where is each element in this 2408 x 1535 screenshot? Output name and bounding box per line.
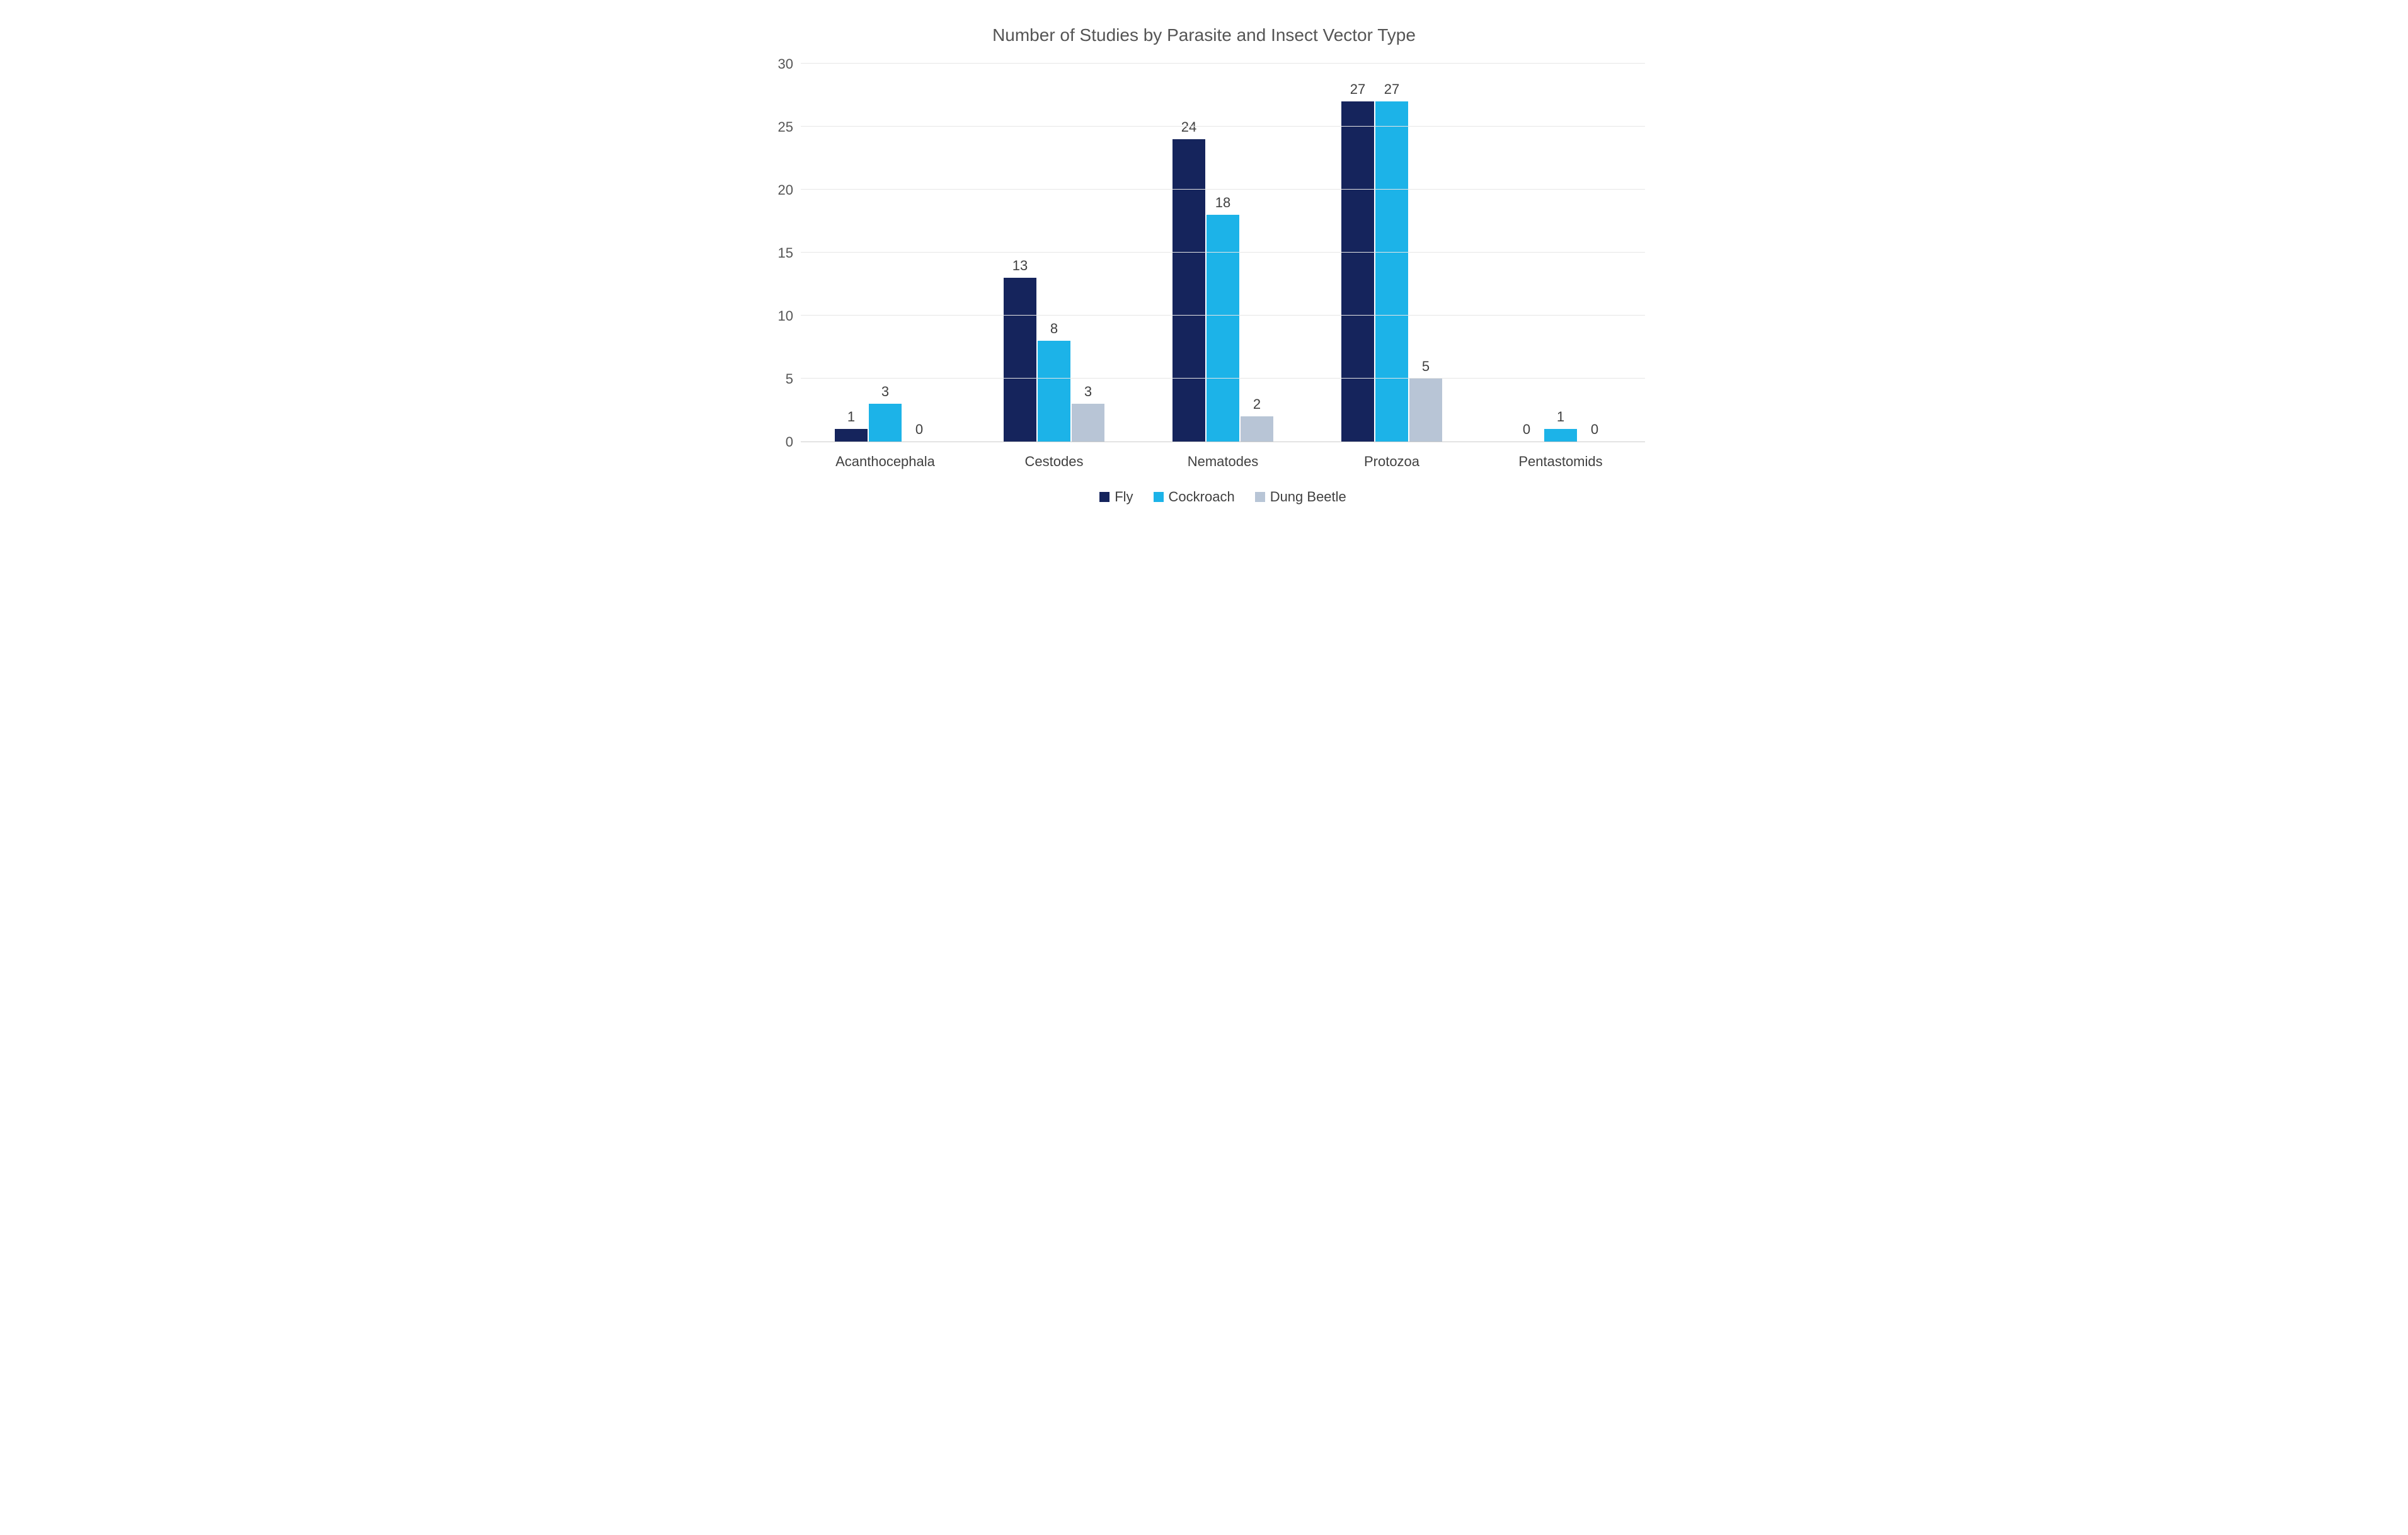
bar-value-label: 24 [1181, 119, 1196, 135]
bar: 3 [869, 404, 902, 442]
bar-group: 24182 [1172, 139, 1273, 442]
y-tick: 0 [786, 434, 793, 450]
legend-swatch [1255, 492, 1265, 502]
bar-value-label: 27 [1384, 81, 1399, 98]
x-axis-label: Nematodes [1138, 454, 1307, 470]
bar-group: 1383 [1004, 278, 1104, 442]
bar-value-label: 5 [1422, 358, 1430, 375]
bar-value-label: 1 [847, 409, 855, 425]
chart-body: 051015202530 13013832418227275010 [763, 64, 1645, 442]
bar-value-label: 2 [1253, 396, 1261, 413]
y-axis: 051015202530 [763, 64, 801, 442]
bar-value-label: 1 [1557, 409, 1564, 425]
legend-label: Dung Beetle [1270, 489, 1346, 505]
legend-swatch [1154, 492, 1164, 502]
bar: 24 [1172, 139, 1205, 442]
y-tick: 25 [778, 119, 793, 135]
gridline [801, 63, 1645, 64]
chart-title: Number of Studies by Parasite and Insect… [763, 25, 1645, 45]
bar-value-label: 0 [1591, 421, 1598, 438]
x-axis-label: Pentastomids [1476, 454, 1645, 470]
legend: Fly Cockroach Dung Beetle [801, 489, 1645, 505]
x-axis-label: Acanthocephala [801, 454, 970, 470]
bar: 1 [1544, 429, 1577, 442]
x-axis: AcanthocephalaCestodesNematodesProtozoaP… [801, 454, 1645, 470]
y-tick: 10 [778, 308, 793, 324]
gridline [801, 126, 1645, 127]
bar: 8 [1038, 341, 1070, 442]
bar: 1 [835, 429, 868, 442]
bar-group: 130 [835, 404, 936, 442]
bar-group: 27275 [1341, 101, 1442, 442]
bar: 2 [1241, 416, 1273, 442]
plot-area: 13013832418227275010 [801, 64, 1645, 442]
bar: 27 [1341, 101, 1374, 442]
bar-value-label: 18 [1215, 195, 1230, 211]
y-tick: 20 [778, 182, 793, 198]
bar: 3 [1072, 404, 1104, 442]
gridline [801, 189, 1645, 190]
bar: 13 [1004, 278, 1036, 442]
x-axis-label: Cestodes [970, 454, 1138, 470]
legend-label: Fly [1115, 489, 1133, 505]
gridline [801, 378, 1645, 379]
legend-swatch [1099, 492, 1109, 502]
chart-container: Number of Studies by Parasite and Insect… [763, 25, 1645, 505]
y-tick: 15 [778, 245, 793, 261]
y-tick: 5 [786, 371, 793, 387]
y-tick: 30 [778, 56, 793, 72]
bar-value-label: 8 [1050, 321, 1058, 337]
bar-value-label: 3 [881, 384, 889, 400]
legend-label: Cockroach [1169, 489, 1235, 505]
bar: 5 [1409, 379, 1442, 442]
bar-value-label: 3 [1084, 384, 1092, 400]
bar-value-label: 0 [915, 421, 923, 438]
gridline [801, 315, 1645, 316]
legend-item: Cockroach [1154, 489, 1235, 505]
legend-item: Fly [1099, 489, 1133, 505]
bar-groups: 13013832418227275010 [801, 64, 1645, 442]
gridline [801, 252, 1645, 253]
bar-group: 010 [1510, 429, 1611, 442]
bar-value-label: 0 [1523, 421, 1530, 438]
bar-value-label: 27 [1350, 81, 1365, 98]
legend-item: Dung Beetle [1255, 489, 1346, 505]
bar: 18 [1207, 215, 1239, 442]
x-axis-label: Protozoa [1307, 454, 1476, 470]
bar-value-label: 13 [1012, 258, 1028, 274]
bar: 27 [1375, 101, 1408, 442]
